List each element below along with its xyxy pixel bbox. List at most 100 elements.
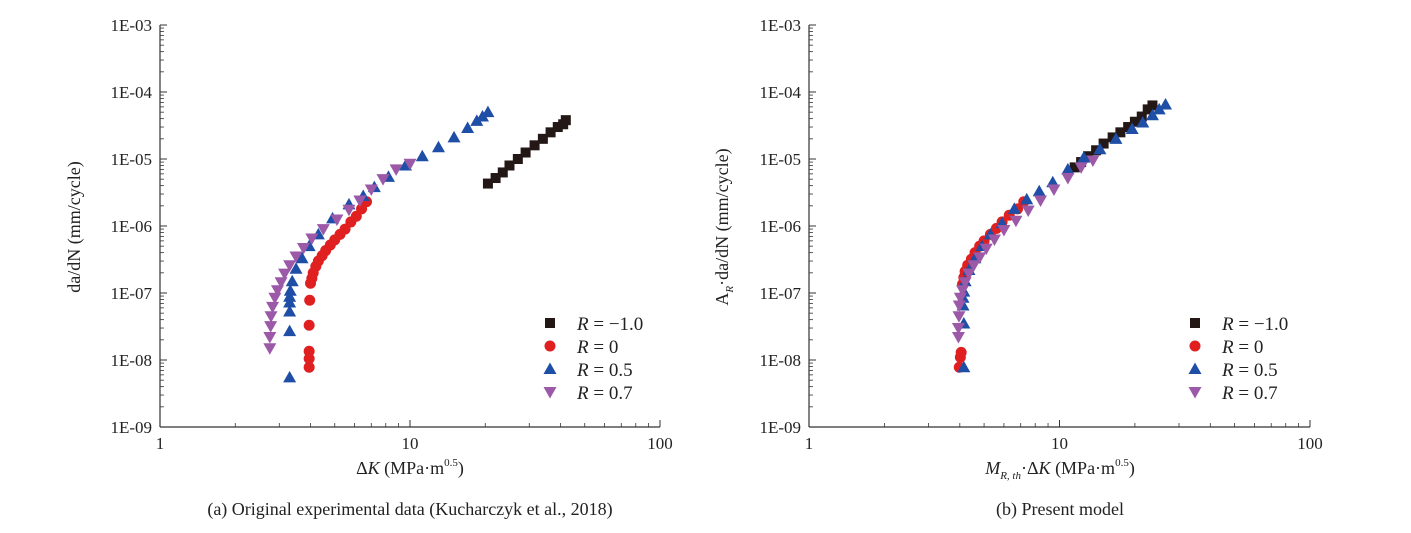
- panel-a-point-series-1: [303, 345, 315, 357]
- panel-a-y-tick-label: 1E-03: [110, 16, 152, 35]
- panel-b-point-series-3: [958, 277, 972, 289]
- panel-b-point-series-2: [1007, 202, 1021, 214]
- panel-a-point-series-3: [389, 164, 403, 176]
- panel-b-point-series-3: [1034, 195, 1048, 208]
- panel-b-point-series-2: [1125, 122, 1139, 135]
- panel-a-y-tick-label: 1E-08: [110, 351, 152, 370]
- panel-b-point-series-3: [1086, 155, 1100, 167]
- panel-a-x-tick-label: 100: [647, 434, 673, 453]
- panel-b-y-tick-label: 1E-09: [759, 418, 801, 437]
- panel-a-point-series-2: [289, 262, 303, 274]
- panel-a-point-series-3: [264, 321, 278, 333]
- panel-a-point-series-0: [545, 127, 556, 138]
- panel-a-y-tick-label: 1E-09: [110, 418, 152, 437]
- panel-a-point-series-2: [461, 121, 475, 134]
- panel-a-point-series-2: [285, 274, 299, 287]
- panel-a-legend-markers: [543, 318, 557, 399]
- panel-a-x-tick-label: 1: [156, 434, 165, 453]
- panel-b-point-series-3: [1061, 173, 1075, 185]
- panel-a-point-series-2: [283, 324, 297, 337]
- panel-a-y-tick-label: 1E-06: [110, 217, 152, 236]
- panel-b-point-series-0: [1129, 116, 1140, 127]
- panel-b-legend-label-3: R = 0.7: [1221, 383, 1278, 404]
- panel-a-point-series-1: [303, 319, 315, 331]
- panel-a-y-tick-label: 1E-07: [110, 284, 152, 303]
- panel-a-caption: (a) Original experimental data (Kucharcz…: [207, 499, 612, 520]
- panel-b-data-points: [951, 98, 1173, 373]
- panel-a-point-series-3: [376, 174, 390, 186]
- panel-b-legend: R = −1.0 R = 0 R = 0.5 R = 0.7: [1188, 314, 1288, 404]
- panel-b-y-tick-label: 1E-08: [759, 351, 801, 370]
- panel-a-point-series-3: [274, 277, 288, 289]
- panel-a-legend-marker-0: [545, 318, 555, 328]
- panel-b-point-series-3: [951, 323, 965, 335]
- panel-a-point-series-3: [266, 301, 280, 314]
- panel-b-point-series-2: [1136, 116, 1150, 128]
- panel-b-point-series-3: [951, 332, 965, 344]
- panel-a-tick-labels: 1E-09 1E-08 1E-07 1E-06 1E-05 1E-04 1E-03 1 10 10…: [110, 16, 672, 453]
- panel-b-point-series-3: [1021, 205, 1035, 218]
- panel-b-point-series-2: [1109, 132, 1123, 144]
- panel-b-point-series-3: [1074, 162, 1088, 174]
- panel-a-point-series-2: [481, 105, 495, 118]
- panel-b-x-tick-label: 10: [1051, 434, 1068, 453]
- panel-a-point-series-3: [342, 204, 356, 217]
- panel-a-point-series-3: [278, 268, 292, 281]
- panel-b-y-tick-label: 1E-04: [759, 83, 801, 102]
- panel-a-point-series-0: [512, 154, 523, 164]
- panel-a-legend-label-1: R = 0: [576, 337, 618, 358]
- panel-b-x-axis-label: MR, th·ΔK (MPa·m0.5): [984, 457, 1135, 482]
- panel-a-point-series-0: [560, 115, 571, 126]
- panel-b-point-series-3: [973, 252, 987, 264]
- panel-a-plot: [159, 24, 661, 428]
- panel-a-point-series-3: [330, 214, 344, 227]
- panel-a-point-series-2: [283, 370, 297, 383]
- panel-a-y-tick-label: 1E-05: [110, 150, 152, 169]
- panel-b-legend-label-1: R = 0: [1221, 337, 1263, 358]
- panel-a-legend-label-0: R = −1.0: [576, 314, 643, 335]
- panel-a-x-axis-label: ΔK (MPa·m0.5): [356, 457, 464, 479]
- panel-a-point-series-2: [283, 296, 297, 308]
- panel-a-point-series-2: [431, 140, 445, 153]
- panel-b-point-series-3: [967, 260, 981, 272]
- panel-b-point-series-0: [1098, 138, 1109, 149]
- panel-b-legend-markers: [1188, 318, 1202, 399]
- panel-b-point-series-0: [1115, 127, 1126, 138]
- panel-a-point-series-0: [482, 178, 493, 189]
- panel-b-legend-marker-3: [1188, 387, 1202, 399]
- panel-a-y-axis-label: da/dN (mm/cycle): [64, 161, 85, 292]
- panel-b-point-series-2: [1020, 192, 1034, 205]
- panel-b-point-series-1: [955, 346, 967, 358]
- panel-b-point-series-2: [1145, 108, 1159, 121]
- panel-b-plot: [808, 24, 1311, 428]
- panel-b-point-series-0: [1107, 132, 1118, 143]
- panel-a-point-series-2: [283, 284, 297, 296]
- panel-a-legend-marker-1: [544, 340, 556, 352]
- panel-a-point-series-3: [289, 251, 303, 264]
- panel-a-point-series-3: [270, 285, 284, 297]
- panel-b-point-series-0: [1123, 122, 1134, 133]
- panel-a-point-series-3: [316, 224, 330, 236]
- panel-a-point-series-3: [353, 195, 367, 208]
- panel-a-x-tick-label: 10: [402, 434, 419, 453]
- panel-a-point-series-3: [263, 343, 277, 355]
- panel-b-y-axis-label: AR·da/dN (mm/cycle): [712, 148, 736, 305]
- panel-b-legend-marker-2: [1188, 362, 1202, 374]
- panel-a-point-series-3: [297, 242, 311, 255]
- panel-a-point-series-1: [303, 361, 315, 373]
- panel-a-y-tick-label: 1E-04: [110, 83, 152, 102]
- panel-a-point-series-0: [520, 147, 531, 158]
- panel-b: 1E-09 1E-08 1E-07 1E-06 1E-05 1E-04 1E-03 1 10 10…: [712, 16, 1323, 520]
- panel-a-point-series-1: [304, 294, 316, 306]
- panel-b-point-series-3: [956, 285, 970, 297]
- panel-b-point-series-3: [952, 311, 966, 323]
- panel-a-legend-label-3: R = 0.7: [576, 383, 633, 404]
- panel-a-point-series-0: [504, 160, 515, 171]
- panel-b-legend-marker-1: [1189, 340, 1201, 352]
- panel-b-point-series-2: [1159, 98, 1173, 110]
- panel-a-point-series-3: [263, 332, 277, 344]
- panel-b-legend-label-0: R = −1.0: [1221, 314, 1288, 335]
- panel-b-y-tick-label: 1E-05: [759, 150, 801, 169]
- panel-b-point-series-3: [952, 300, 966, 313]
